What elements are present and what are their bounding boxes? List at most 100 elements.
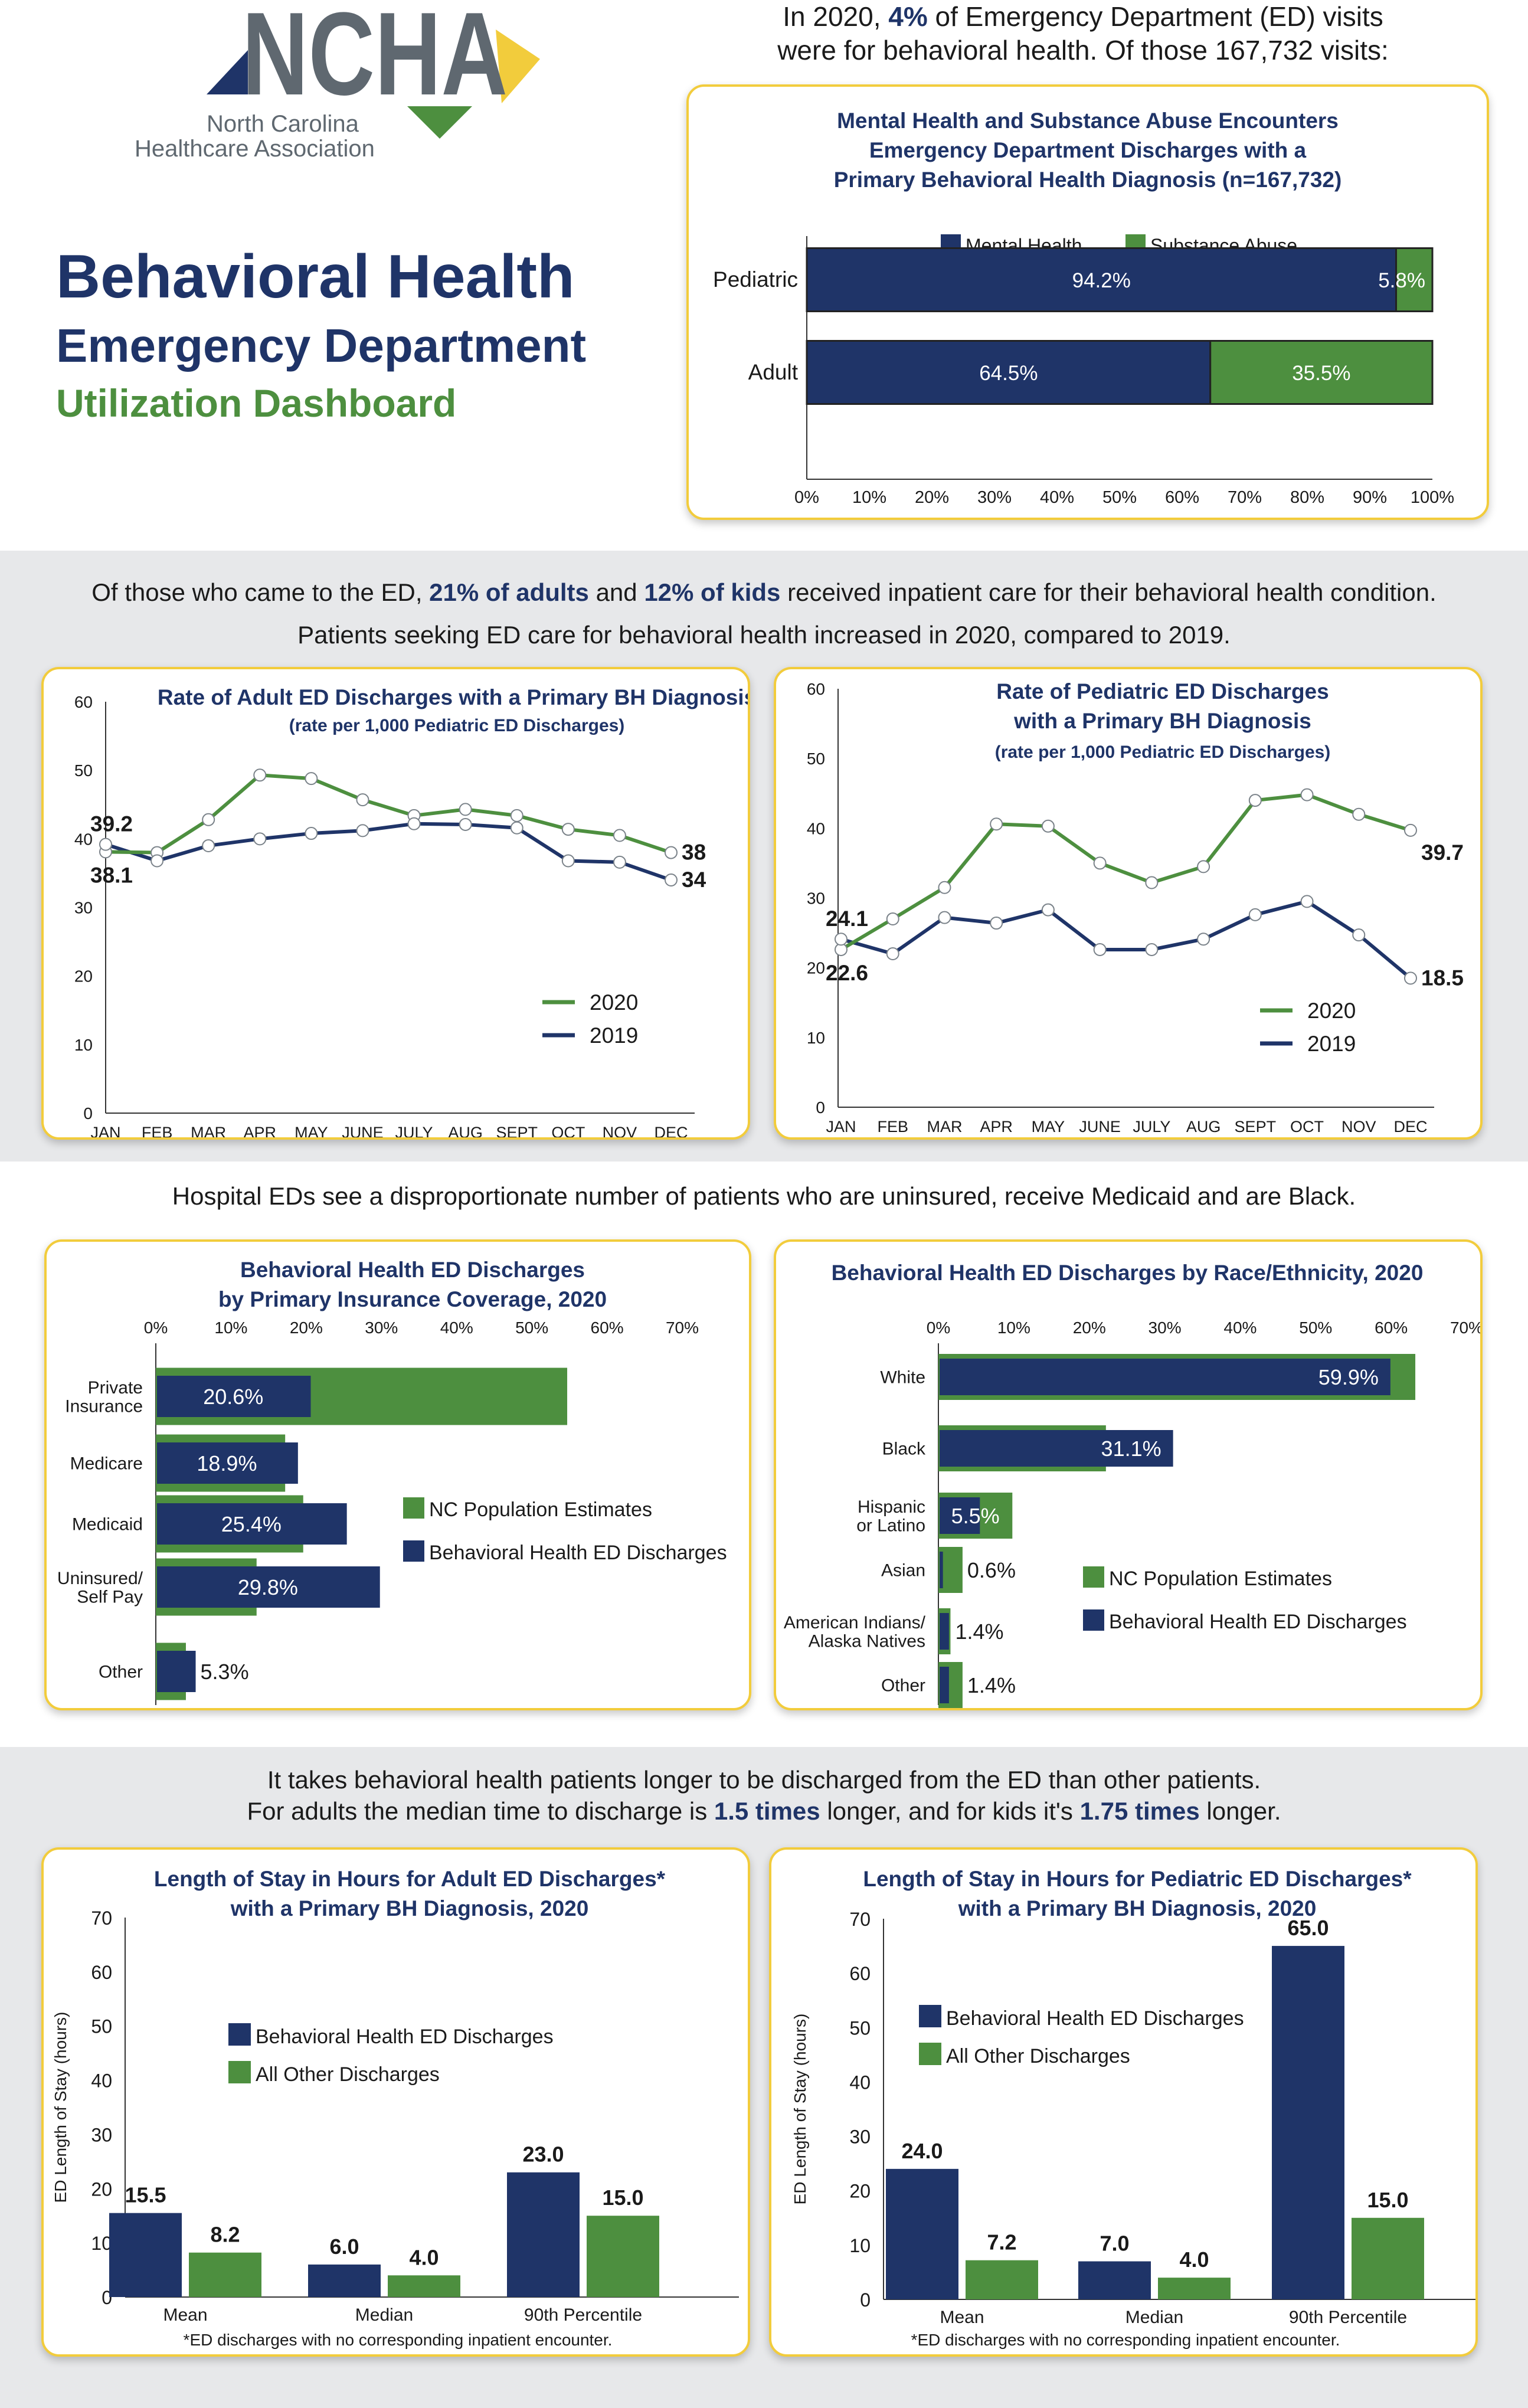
x-tick-label: 20% — [1073, 1318, 1106, 1337]
y-tick-label: 10 — [74, 1036, 93, 1054]
data-point — [1352, 928, 1366, 942]
x-tick-label: 0% — [144, 1318, 168, 1337]
bar — [587, 2216, 659, 2297]
data-point — [253, 832, 267, 846]
x-tick-label: 0% — [794, 488, 819, 507]
y-tick-label: 30 — [849, 2126, 871, 2148]
chart-title: with a Primary BH Diagnosis, 2020 — [958, 1896, 1317, 1920]
x-tick-label: MAR — [927, 1118, 962, 1136]
legend-swatch — [919, 2043, 941, 2065]
x-tick-label: SEPT — [496, 1124, 538, 1137]
category-label: Asian — [881, 1561, 925, 1581]
legend-swatch — [403, 1540, 424, 1562]
x-tick-label: APR — [980, 1118, 1013, 1136]
x-tick-label: Mean — [940, 2308, 984, 2327]
x-tick-label: 50% — [515, 1318, 548, 1337]
bar — [886, 2168, 958, 2299]
x-tick-label: 70% — [666, 1318, 699, 1337]
data-point — [938, 881, 951, 894]
x-tick-label: 60% — [591, 1318, 624, 1337]
x-tick-label: JUNE — [342, 1124, 384, 1137]
category-label: or Latino — [856, 1516, 925, 1535]
y-tick-label: 70 — [91, 1908, 112, 1929]
x-tick-label: JUNE — [1079, 1118, 1121, 1136]
y-tick-label: 40 — [74, 830, 93, 848]
data-point — [150, 854, 164, 868]
legend-label: NC Population Estimates — [1109, 1568, 1332, 1590]
x-tick-label: Mean — [163, 2305, 207, 2325]
section2-line1: Of those who came to the ED, 21% of adul… — [0, 578, 1528, 607]
x-tick-label: 30% — [365, 1318, 398, 1337]
data-point — [1248, 794, 1262, 807]
legend-label: Behavioral Health ED Discharges — [429, 1542, 727, 1564]
x-tick-label: 20% — [290, 1318, 323, 1337]
data-point — [561, 823, 575, 836]
x-tick-label: 10% — [852, 488, 886, 507]
s2-post: received inpatient care for their behavi… — [787, 578, 1437, 606]
data-label: 4.0 — [1179, 2247, 1209, 2272]
bar-bh-discharges — [940, 1552, 943, 1588]
data-point — [1404, 971, 1417, 985]
data-point — [305, 827, 318, 840]
adult-rate-chart-card: Rate of Adult ED Discharges with a Prima… — [41, 667, 750, 1140]
bar-bh-discharges — [157, 1442, 298, 1484]
data-label: 34 — [682, 868, 706, 892]
intro-line-2: were for behavioral health. Of those 167… — [777, 35, 1389, 66]
data-point — [202, 813, 215, 826]
data-point — [510, 809, 523, 822]
chart-title: by Primary Insurance Coverage, 2020 — [218, 1287, 607, 1311]
legend-label: Behavioral Health ED Discharges — [1109, 1611, 1407, 1633]
data-label: 0.6% — [967, 1558, 1016, 1582]
chart-title: Mental Health and Substance Abuse Encoun… — [837, 109, 1339, 133]
bar-segment — [1395, 247, 1434, 312]
category-label: Self Pay — [77, 1587, 143, 1607]
y-tick-label: 70 — [849, 1909, 871, 1930]
bar — [1352, 2217, 1424, 2299]
data-point — [202, 839, 215, 852]
chart-title: with a Primary BH Diagnosis, 2020 — [230, 1896, 589, 1920]
s2-pre: Of those who came to the ED, — [91, 578, 423, 606]
y-axis-label: ED Length of Stay (hours) — [51, 2012, 70, 2203]
bar-bh-discharges — [157, 1376, 311, 1417]
x-tick-label: 90th Percentile — [524, 2305, 642, 2325]
data-point — [510, 821, 523, 835]
footnote: *ED discharges with no corresponding inp… — [184, 2331, 613, 2349]
s4-post: longer. — [1206, 1797, 1281, 1825]
y-tick-label: 30 — [91, 2124, 112, 2145]
bar-bh-discharges — [157, 1566, 380, 1608]
los-adult-chart: Length of Stay in Hours for Adult ED Dis… — [51, 1867, 739, 2349]
legend-swatch — [228, 2061, 251, 2083]
data-label: 8.2 — [210, 2223, 240, 2247]
data-point — [835, 933, 848, 946]
chart-title: Behavioral Health ED Discharges — [240, 1258, 585, 1282]
data-point — [886, 912, 899, 925]
data-point — [613, 855, 626, 869]
bar-bh-discharges — [940, 1613, 949, 1650]
data-point — [1145, 943, 1159, 956]
y-tick-label: 0 — [816, 1098, 825, 1117]
bar-bh-discharges — [940, 1667, 949, 1703]
data-label: 24.0 — [901, 2139, 943, 2163]
category-label: Black — [882, 1439, 926, 1459]
logo-navy-triangle — [207, 50, 248, 94]
y-tick-label: 20 — [807, 959, 825, 977]
data-point — [1404, 823, 1417, 837]
bar — [388, 2275, 460, 2297]
x-tick-label: 0% — [927, 1318, 950, 1337]
category-label: Other — [881, 1676, 925, 1696]
chart-title: Behavioral Health ED Discharges by Race/… — [832, 1261, 1424, 1285]
section4-line1: It takes behavioral health patients long… — [267, 1766, 1261, 1794]
page-title-2: Emergency Department — [56, 319, 587, 372]
category-label: Insurance — [65, 1396, 143, 1416]
data-label: 7.2 — [987, 2230, 1016, 2255]
los-ped-chart-card: Length of Stay in Hours for Pediatric ED… — [769, 1847, 1478, 2357]
x-tick-label: 30% — [1149, 1318, 1182, 1337]
race-chart: Behavioral Health ED Discharges by Race/… — [784, 1261, 1480, 1708]
bar — [1272, 1946, 1344, 2299]
data-point — [356, 793, 369, 807]
y-tick-label: 20 — [849, 2181, 871, 2202]
chart-title: (rate per 1,000 Pediatric ED Discharges) — [289, 716, 625, 735]
chart-title: with a Primary BH Diagnosis — [1013, 709, 1311, 733]
data-label: 1.4% — [967, 1673, 1016, 1697]
data-point — [407, 817, 421, 830]
